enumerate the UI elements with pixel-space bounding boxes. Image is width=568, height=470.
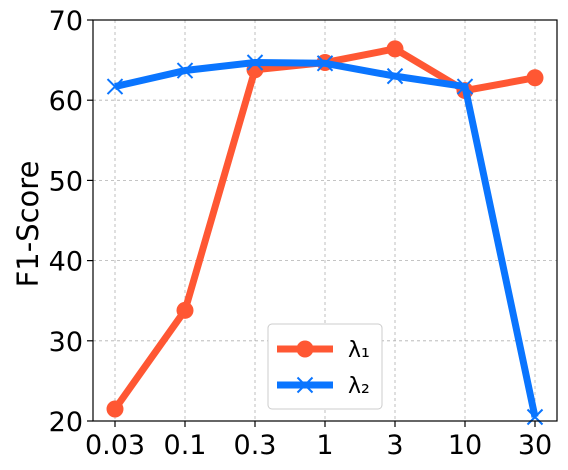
series-1-point [106,400,124,418]
series-2-point [456,78,474,95]
series-layer [106,40,544,426]
series-2 [106,54,544,426]
y-tick-label: 20 [49,407,83,438]
y-tick-label: 40 [49,247,83,278]
y-tick-label: 30 [49,327,83,358]
y-tick-label: 70 [49,6,83,37]
y-tick-label: 60 [49,86,83,117]
x-axis-ticks: 0.03 0.1 0.3 1 3 10 30 [85,421,552,461]
series-1-point [176,301,194,319]
legend-label: λ₁ [348,338,370,363]
series-2-point [246,54,264,71]
x-tick-label: 3 [386,430,403,461]
series-2-point [526,408,544,426]
x-tick-label: 0.3 [234,430,277,461]
x-tick-label: 0.03 [85,430,145,461]
x-tick-label: 1 [316,430,333,461]
series-2-point [176,62,194,79]
x-tick-label: 30 [518,430,552,461]
series-1-point [386,40,404,58]
legend-label: λ₂ [348,374,370,399]
series-1-point [526,69,544,87]
y-axis-label: F1-Score [11,161,45,288]
x-tick-label: 10 [448,430,482,461]
series-2-point [386,67,404,85]
y-tick-label: 50 [49,166,83,197]
series-2-point [316,55,334,72]
legend-marker [296,340,314,358]
legend-marker [296,376,314,394]
series-2-point [106,78,124,95]
y-axis-ticks: 20 30 40 50 60 70 [49,6,93,438]
x-tick-label: 0.1 [164,430,207,461]
legend: λ₁ λ₂ [267,323,383,410]
